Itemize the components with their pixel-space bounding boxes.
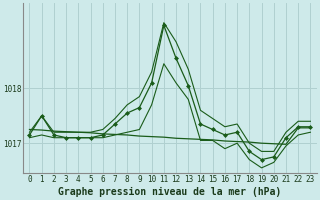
X-axis label: Graphe pression niveau de la mer (hPa): Graphe pression niveau de la mer (hPa) (58, 186, 282, 197)
